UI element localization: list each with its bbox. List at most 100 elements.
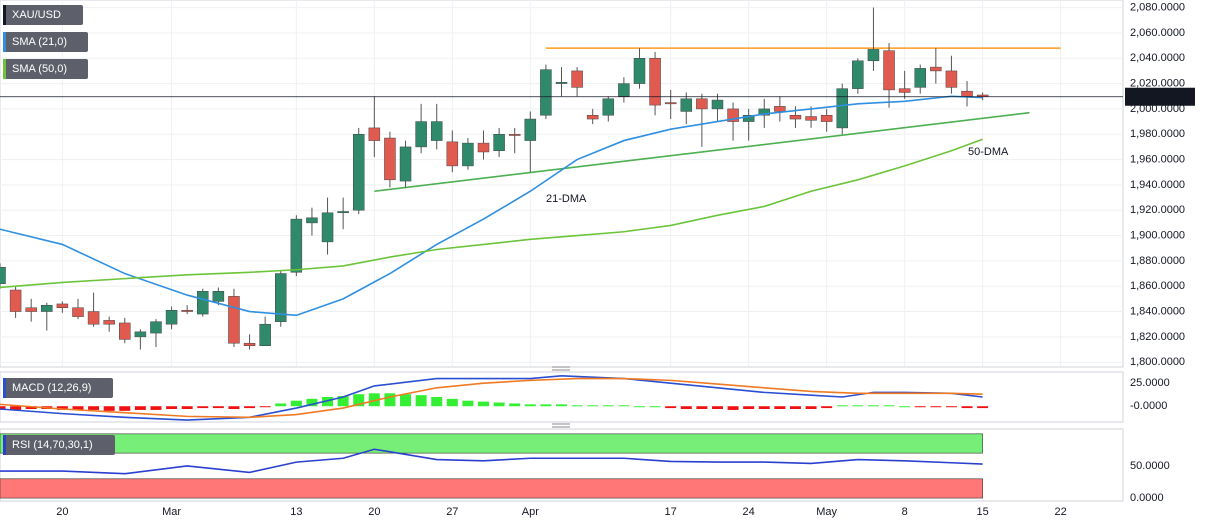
- candle-body: [275, 273, 287, 322]
- histogram-bar: [961, 406, 973, 409]
- histogram-bar: [134, 406, 146, 410]
- candle-body: [165, 310, 178, 325]
- candle-body: [508, 133, 521, 136]
- legend-swatch: [3, 378, 6, 398]
- histogram-bar: [665, 406, 677, 409]
- legend-box[interactable]: [3, 5, 83, 25]
- histogram-bar: [119, 406, 131, 411]
- candle-body: [883, 50, 895, 91]
- histogram-bar: [696, 406, 708, 409]
- legend-swatch: [3, 32, 6, 52]
- candle-body: [664, 102, 677, 105]
- histogram-bar: [524, 404, 536, 407]
- candle-body: [774, 106, 786, 112]
- line: [0, 377, 983, 419]
- histogram-bar: [322, 397, 334, 407]
- candle-body: [524, 118, 537, 141]
- x-tick-label: 20: [368, 506, 380, 518]
- histogram-bar: [181, 406, 193, 409]
- histogram-bar: [587, 405, 599, 407]
- pane-handle[interactable]: [552, 366, 570, 371]
- pane-handle[interactable]: [552, 423, 570, 428]
- legend-label: SMA (50,0): [12, 63, 67, 75]
- candle-body: [945, 70, 958, 88]
- y-tick-label: 2,020.0000: [1130, 77, 1185, 89]
- candle-body: [758, 108, 771, 116]
- x-tick-label: 22: [1054, 506, 1066, 518]
- candle-body: [633, 58, 646, 84]
- histogram-bar: [415, 395, 427, 407]
- candle-body: [197, 291, 209, 315]
- candle-body: [352, 133, 365, 211]
- histogram-bar: [883, 405, 895, 407]
- y-tick-label: -0.0000: [1130, 400, 1167, 412]
- candle-body: [415, 121, 427, 148]
- histogram-bar: [556, 404, 567, 407]
- histogram-bar: [290, 400, 302, 407]
- histogram-bar: [914, 406, 926, 408]
- candle-body: [290, 218, 303, 273]
- legend-label: SMA (21,0): [12, 36, 67, 48]
- histogram-bar: [337, 396, 349, 407]
- macd-panel: [0, 371, 1124, 423]
- histogram-bar: [774, 406, 786, 409]
- annotation: 21-DMA: [546, 193, 587, 205]
- histogram-bar: [821, 406, 833, 409]
- histogram-bar: [368, 393, 380, 407]
- candle-body: [930, 66, 942, 72]
- histogram-bar: [0, 406, 6, 410]
- histogram-bar: [384, 393, 396, 407]
- candle-body: [711, 99, 724, 110]
- candle-body: [134, 331, 147, 338]
- candle-body: [789, 114, 802, 120]
- candle-body: [243, 342, 256, 346]
- histogram-bar: [571, 405, 583, 407]
- histogram-bar: [977, 406, 989, 409]
- y-tick-label: 1,800.0000: [1130, 356, 1185, 368]
- histogram-bar: [25, 406, 37, 409]
- candle-body: [399, 146, 412, 182]
- histogram-bar: [867, 405, 879, 407]
- histogram-bar: [228, 406, 240, 409]
- candle-body: [649, 58, 661, 106]
- legend-label: XAU/USD: [12, 9, 61, 21]
- candle-body: [602, 98, 615, 116]
- candle-body: [462, 142, 474, 167]
- histogram-bar: [945, 406, 957, 408]
- histogram-bar: [649, 406, 661, 408]
- annotation: 50-DMA: [968, 146, 1009, 158]
- histogram-bar: [462, 400, 474, 407]
- y-tick-label: 50.0000: [1130, 460, 1170, 472]
- candle-body: [41, 304, 53, 312]
- x-tick-label: 15: [977, 506, 989, 518]
- histogram-bar: [306, 398, 318, 407]
- legend-box[interactable]: [3, 435, 115, 455]
- candle-body: [103, 320, 115, 325]
- candle-body: [867, 49, 880, 62]
- candle-body: [742, 114, 755, 122]
- y-tick-label: 0.0000: [1130, 492, 1164, 504]
- histogram-bar: [852, 405, 864, 407]
- candle-body: [56, 303, 69, 308]
- y-tick-label: 1,940.0000: [1130, 179, 1185, 191]
- histogram-bar: [275, 403, 287, 407]
- legend-box[interactable]: [3, 378, 113, 398]
- candle-body: [852, 60, 864, 89]
- histogram-bar: [930, 406, 942, 408]
- histogram-bar: [493, 402, 505, 407]
- candle-body: [72, 307, 84, 317]
- candle-body: [540, 69, 552, 116]
- histogram-bar: [478, 401, 490, 407]
- histogram-bar: [540, 404, 552, 407]
- candle-body: [368, 127, 381, 141]
- candle-body: [430, 121, 443, 141]
- line: [0, 138, 983, 289]
- legend-box[interactable]: [3, 59, 88, 79]
- legend-swatch: [3, 435, 6, 455]
- legend-label: MACD (12,26,9): [12, 382, 91, 394]
- y-tick-label: 1,880.0000: [1130, 255, 1185, 267]
- legend-box[interactable]: [3, 32, 88, 52]
- histogram-bar: [836, 405, 848, 407]
- candle-body: [493, 133, 505, 151]
